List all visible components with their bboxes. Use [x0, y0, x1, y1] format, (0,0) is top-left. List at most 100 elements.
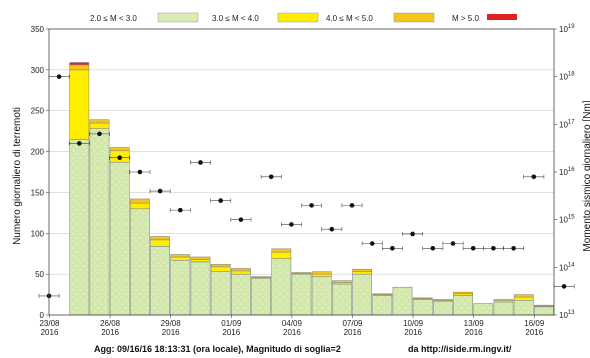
bar-day-7-band-3	[190, 256, 211, 260]
bar-day-18-band-3	[412, 297, 433, 299]
bar-day-19-band-1	[432, 300, 453, 316]
x-tick-year-8: 2016	[525, 328, 543, 337]
x-tick-year-2: 2016	[162, 328, 180, 337]
bar-day-6-band-3	[170, 254, 191, 258]
bar-day-23-band-1	[513, 299, 534, 316]
bar-day-13-band-3	[311, 271, 332, 275]
legend-swatch-band-3	[393, 12, 435, 23]
bar-day-5-band-3	[150, 236, 171, 241]
legend-item-band-4: M > 5.0	[452, 14, 517, 23]
bar-day-8-band-1	[210, 271, 231, 316]
bar-day-17-band-1	[392, 286, 413, 316]
bar-day-19-band-3	[432, 299, 453, 301]
left-tick-label-1: 50	[35, 270, 44, 279]
bar-day-8-band-3	[210, 264, 231, 268]
bar-day-9-band-2	[231, 270, 251, 275]
moment-point-18	[410, 231, 415, 237]
moment-point-14	[329, 226, 335, 232]
moment-point-5	[137, 169, 143, 175]
x-tick-year-5: 2016	[344, 328, 362, 337]
bar-day-21-band-1	[473, 303, 494, 316]
legend-label-band-4: M > 5.0	[452, 14, 479, 23]
left-tick-label-3: 150	[31, 188, 45, 197]
bar-day-22-band-1	[493, 301, 514, 316]
bar-day-4-band-3	[130, 198, 150, 204]
legend-item-band-2: 3.0 ≤ M < 4.0	[212, 12, 319, 23]
x-tick-year-4: 2016	[283, 328, 301, 337]
bar-day-6-band-1	[170, 259, 191, 316]
left-tick-label-4: 200	[31, 148, 45, 157]
bar-day-23-band-2	[513, 296, 534, 301]
legend-item-band-3: 4.0 ≤ M < 5.0	[326, 12, 435, 23]
bar-day-20-band-1	[453, 295, 474, 316]
moment-point-11	[268, 174, 274, 180]
bar-day-3-band-1	[109, 161, 130, 316]
bar-day-2-band-3	[89, 119, 110, 124]
bar-day-12-band-1	[291, 273, 312, 316]
bar-day-1-band-4	[69, 62, 90, 66]
left-tick-label-6: 300	[31, 66, 45, 75]
x-tick-year-1: 2016	[101, 328, 119, 337]
bar-day-1-band-2	[69, 69, 90, 140]
moment-point-7	[178, 207, 183, 213]
bar-day-13-band-1	[311, 276, 332, 316]
legend-label-band-1: 2.0 ≤ M < 3.0	[90, 14, 137, 23]
left-tick-label-5: 250	[31, 107, 45, 116]
right-axis-title: Momento sismico giornaliero [Nm]	[582, 100, 590, 251]
bar-day-24-band-1	[533, 306, 554, 316]
right-tick-label-0: 1013	[559, 310, 575, 320]
legend: 2.0 ≤ M < 3.0 3.0 ≤ M < 4.0 4.0 ≤ M < 5.…	[90, 12, 517, 23]
left-axis-title: Numero giornaliero di terremoti	[12, 107, 23, 245]
bar-day-9-band-3	[231, 268, 251, 272]
bar-day-8-band-2	[210, 266, 231, 272]
bar-day-15-band-2	[352, 271, 373, 275]
moment-point-22	[491, 245, 496, 251]
plot-frame	[48, 28, 555, 316]
bar-day-10-band-1	[251, 277, 272, 316]
bar-day-23-band-3	[513, 294, 534, 298]
moment-point-23	[511, 245, 516, 251]
bar-day-18-band-1	[412, 299, 433, 316]
moment-point-3	[97, 131, 102, 137]
right-tick-label-6: 1019	[559, 24, 575, 34]
bar-day-22-band-3	[493, 299, 514, 301]
moment-point-25	[561, 284, 567, 289]
bar-day-2-band-2	[89, 122, 110, 129]
bar-day-14-band-1	[331, 283, 352, 316]
x-tick-year-6: 2016	[404, 328, 422, 337]
legend-item-band-1: 2.0 ≤ M < 3.0	[90, 12, 199, 23]
legend-swatch-band-1	[157, 12, 199, 23]
x-tick-date-2: 29/08	[161, 319, 182, 328]
bar-day-24-band-3	[533, 304, 554, 307]
bar-day-5-band-2	[150, 239, 171, 247]
x-tick-date-5: 07/09	[342, 319, 363, 328]
bar-day-15-band-1	[352, 273, 373, 316]
moment-point-19	[430, 245, 436, 251]
x-tick-date-4: 04/09	[282, 319, 303, 328]
x-tick-year-0: 2016	[41, 328, 59, 337]
moment-point-21	[470, 245, 476, 251]
moment-point-20	[450, 241, 456, 246]
legend-swatch-band-4	[487, 14, 517, 20]
moment-point-2	[77, 141, 82, 146]
moment-point-6	[157, 188, 163, 194]
bar-day-15-band-3	[352, 268, 373, 272]
bar-day-2-band-1	[89, 128, 110, 316]
footer-source: da http://iside.rm.ingv.it/	[408, 344, 512, 354]
x-tick-year-3: 2016	[222, 328, 240, 337]
bar-day-1-band-3	[69, 64, 90, 71]
bar-day-11-band-2	[271, 251, 292, 259]
x-tick-date-7: 13/09	[464, 319, 485, 328]
footer-update-info: Agg: 09/16/16 18:13:31 (ora locale), Mag…	[94, 344, 341, 354]
x-tick-date-8: 16/09	[524, 319, 545, 328]
right-tick-label-2: 1015	[559, 215, 575, 225]
moment-point-13	[309, 203, 314, 208]
left-tick-label-2: 100	[31, 229, 45, 238]
bar-day-16-band-3	[372, 293, 393, 295]
legend-swatch-band-2	[277, 12, 319, 23]
bar-day-10-band-3	[251, 276, 272, 278]
x-tick-date-6: 10/09	[403, 319, 424, 328]
moment-point-4	[117, 155, 122, 160]
moment-point-15	[349, 203, 355, 208]
